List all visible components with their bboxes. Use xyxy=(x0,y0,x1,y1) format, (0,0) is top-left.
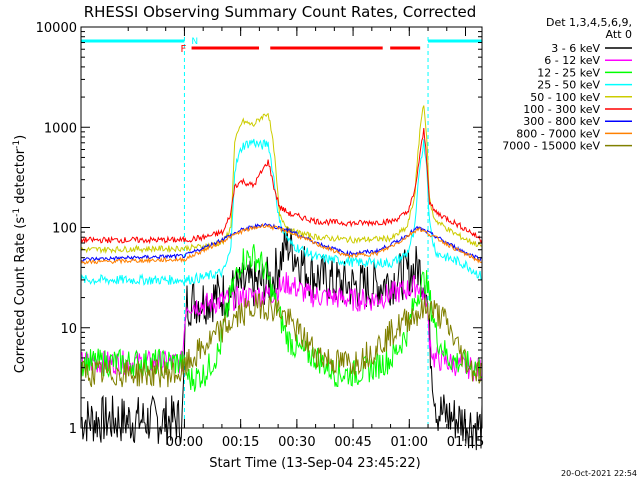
series-line-1 xyxy=(80,226,483,451)
y-axis-label: Corrected Count Rate (s-1 detector-1) xyxy=(12,135,28,373)
y-tick-label: 100 xyxy=(52,222,77,237)
legend-label-1: 3 - 6 keV xyxy=(551,42,600,55)
series-line-6 xyxy=(80,128,483,245)
series-line-7 xyxy=(80,222,483,263)
series-line-2 xyxy=(80,272,483,383)
x-axis: 00:00 00:15 00:30 00:45 01:00 01:15 xyxy=(127,27,484,450)
x-tick-label: 01:00 xyxy=(391,435,428,450)
x-tick-label: 00:30 xyxy=(278,435,315,450)
legend-label-5: 50 - 100 keV xyxy=(530,91,600,104)
chart-title: RHESSI Observing Summary Count Rates, Co… xyxy=(84,3,477,21)
y-tick-label: 10 xyxy=(60,322,77,337)
legend-label-6: 100 - 300 keV xyxy=(523,103,600,116)
legend-label-7: 300 - 800 keV xyxy=(523,115,600,128)
flare-flag-label: F xyxy=(181,44,187,55)
x-tick-label: 00:15 xyxy=(222,435,259,450)
series-line-9 xyxy=(80,293,483,388)
legend-label-4: 25 - 50 keV xyxy=(537,79,600,92)
y-tick-label: 1000 xyxy=(44,121,77,136)
x-axis-label: Start Time (13-Sep-04 23:45:22) xyxy=(209,456,420,471)
x-tick-label: 00:45 xyxy=(334,435,371,450)
series-line-8 xyxy=(80,222,483,265)
x-tick-label: 01:15 xyxy=(447,435,484,450)
legend-label-2: 6 - 12 keV xyxy=(544,54,600,67)
y-axis: 1 10 100 1000 10000 xyxy=(36,21,482,437)
series-layer xyxy=(80,105,483,451)
legend-header-line-1: Det 1,3,4,5,6,9, xyxy=(546,16,632,29)
generation-timestamp: 20-Oct-2021 22:54 xyxy=(561,469,637,478)
y-tick-label: 1 xyxy=(69,422,77,437)
night-flag-label: N xyxy=(191,37,198,47)
legend-label-3: 12 - 25 keV xyxy=(537,66,600,79)
legend-label-9: 7000 - 15000 keV xyxy=(502,140,600,153)
series-line-5 xyxy=(80,105,483,255)
legend-header-line-2: Att 0 xyxy=(606,28,632,41)
legend-label-8: 800 - 7000 keV xyxy=(516,127,600,140)
x-tick-label: 00:00 xyxy=(166,435,203,450)
y-tick-label: 10000 xyxy=(36,21,77,36)
flag-layer: NF xyxy=(81,37,482,55)
